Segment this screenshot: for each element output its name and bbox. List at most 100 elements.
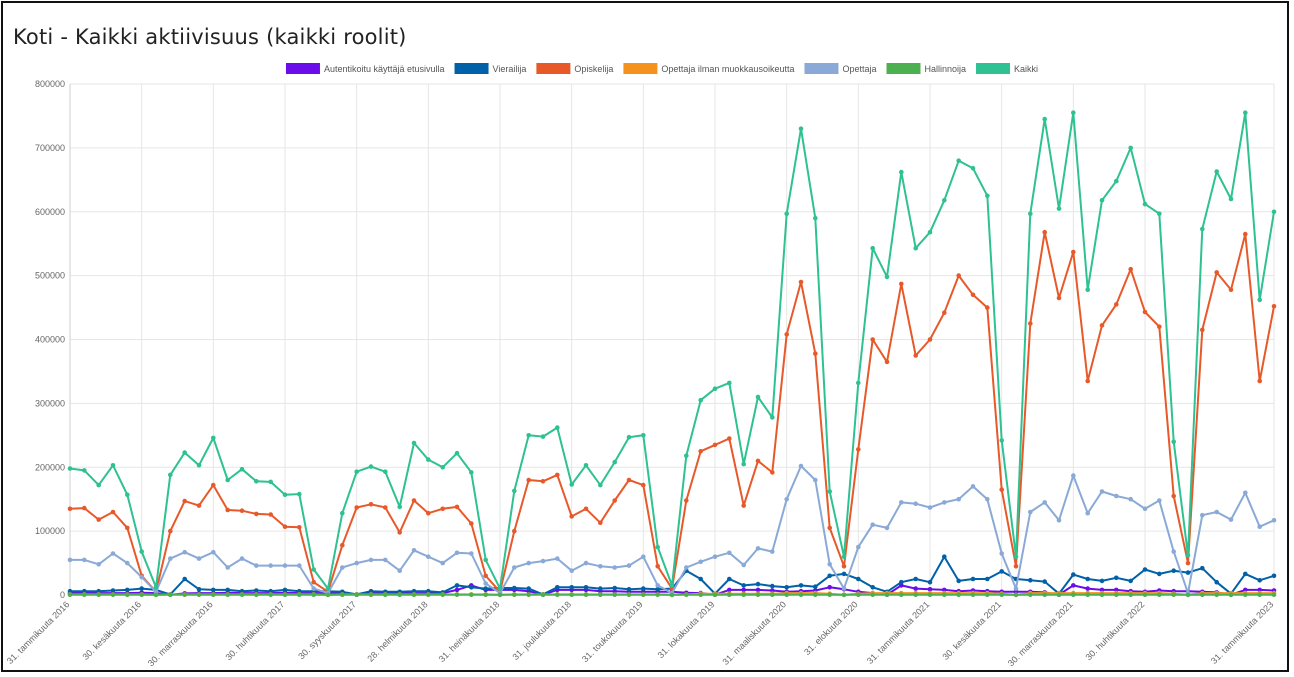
data-point	[1042, 116, 1047, 122]
data-point	[526, 560, 531, 566]
data-point	[1257, 578, 1262, 583]
legend-item-2: Opiskelija	[536, 63, 613, 74]
data-point	[1228, 592, 1234, 597]
data-point	[899, 169, 904, 175]
x-tick-label: 31. maaliskuuta 2020	[721, 599, 789, 667]
legend-label: Opettaja ilman muokkausoikeutta	[661, 64, 794, 74]
data-point	[927, 505, 933, 510]
data-point	[755, 587, 761, 593]
data-point	[483, 573, 489, 579]
data-point	[1271, 209, 1277, 215]
data-point	[583, 585, 589, 590]
data-point	[125, 525, 130, 531]
data-point	[626, 592, 632, 597]
data-point	[1056, 592, 1062, 597]
data-point	[741, 592, 746, 597]
data-point	[268, 512, 274, 517]
data-point	[1142, 201, 1148, 207]
data-point	[1257, 592, 1262, 597]
data-point	[970, 484, 976, 489]
data-point	[598, 520, 603, 526]
data-point	[770, 592, 775, 597]
data-point	[454, 583, 460, 588]
data-point	[942, 592, 947, 597]
data-point	[297, 588, 302, 594]
data-point	[999, 569, 1004, 574]
data-point	[1171, 568, 1176, 573]
data-point	[770, 583, 775, 589]
data-point	[153, 585, 159, 590]
data-point	[1185, 553, 1191, 558]
data-point	[798, 463, 804, 469]
x-tick-label: 31. lokakuuta 2019	[656, 599, 717, 660]
data-point	[1099, 592, 1105, 597]
data-point	[827, 592, 832, 597]
data-point	[927, 587, 933, 592]
data-point	[1142, 567, 1148, 572]
data-point	[368, 557, 374, 563]
data-point	[211, 587, 216, 593]
data-point	[1028, 578, 1033, 583]
data-point	[970, 592, 976, 597]
data-point	[1056, 295, 1062, 301]
data-point	[96, 517, 101, 522]
legend-label: Opettaja	[842, 64, 876, 74]
data-point	[1071, 592, 1076, 597]
data-point	[727, 587, 732, 593]
data-point	[368, 588, 374, 594]
data-point	[383, 505, 388, 510]
data-point	[82, 505, 87, 511]
data-point	[626, 477, 632, 483]
data-point	[856, 544, 861, 550]
data-point	[1099, 578, 1105, 584]
data-point	[655, 544, 660, 550]
data-point	[913, 501, 918, 507]
data-point	[1071, 110, 1076, 115]
data-point	[211, 549, 216, 555]
data-point	[225, 587, 230, 593]
data-point	[727, 550, 732, 556]
data-point	[225, 507, 230, 513]
data-point	[598, 586, 603, 591]
data-point	[469, 551, 474, 556]
data-point	[1185, 560, 1191, 566]
data-point	[712, 592, 718, 597]
data-point	[1271, 304, 1277, 309]
data-point	[942, 500, 947, 505]
data-point	[555, 585, 560, 590]
data-point	[110, 463, 116, 468]
data-point	[1013, 592, 1019, 598]
data-point	[354, 560, 360, 566]
data-point	[813, 584, 818, 589]
data-point	[1128, 145, 1133, 151]
legend-swatch	[623, 63, 658, 74]
data-point	[1085, 378, 1090, 384]
page-title: Koti - Kaikki aktiivisuus (kaikki roolit…	[13, 25, 407, 49]
data-point	[884, 359, 890, 365]
data-point	[927, 592, 933, 597]
data-point	[325, 592, 331, 598]
legend-label: Kaikki	[1014, 64, 1038, 74]
y-tick-label: 800000	[35, 79, 65, 89]
data-point	[612, 565, 617, 570]
data-point	[1085, 592, 1090, 597]
chart-grid	[69, 83, 1275, 596]
data-point	[67, 588, 73, 594]
data-point	[813, 592, 818, 597]
data-point	[1099, 323, 1105, 328]
data-point	[469, 585, 474, 590]
data-point	[512, 592, 517, 597]
data-point	[1171, 439, 1176, 445]
data-point	[684, 592, 689, 597]
data-point	[942, 310, 947, 316]
data-point	[512, 585, 517, 591]
x-tick-label: 30. syyskuuta 2017	[296, 599, 358, 661]
data-point	[253, 511, 259, 517]
series-6	[67, 110, 1277, 591]
data-point	[67, 592, 73, 597]
data-point	[583, 592, 589, 597]
data-point	[1171, 493, 1176, 499]
data-point	[1257, 378, 1262, 384]
data-point	[196, 587, 202, 592]
data-point	[368, 464, 374, 469]
